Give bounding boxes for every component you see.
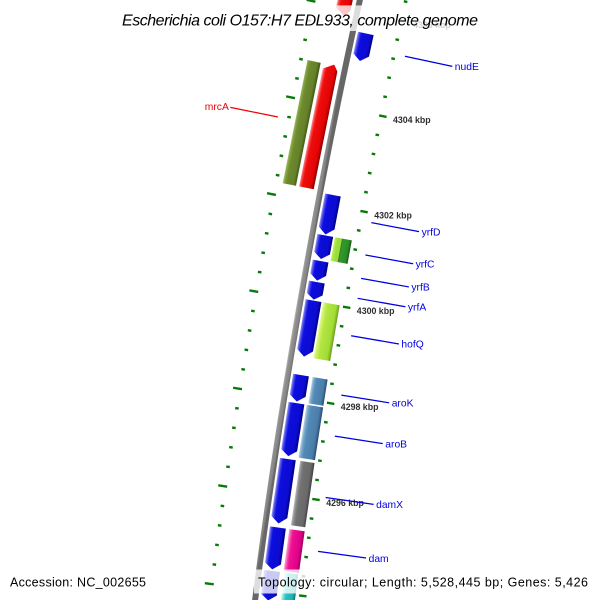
svg-text:4298 kbp: 4298 kbp — [341, 402, 379, 412]
svg-text:aroB: aroB — [385, 439, 407, 450]
svg-text:yrfB: yrfB — [411, 283, 429, 294]
svg-text:4304 kbp: 4304 kbp — [393, 115, 431, 125]
svg-text:nudE: nudE — [455, 62, 479, 73]
svg-text:Escherichia coli O157:H7 EDL93: Escherichia coli O157:H7 EDL933, complet… — [122, 13, 478, 30]
svg-text:4296 kbp: 4296 kbp — [326, 498, 364, 508]
svg-text:Topology: circular; Length: 5,: Topology: circular; Length: 5,528,445 bp… — [258, 576, 588, 590]
svg-text:Accession: NC_002655: Accession: NC_002655 — [10, 576, 146, 590]
svg-text:yrfA: yrfA — [408, 303, 426, 314]
svg-text:aroK: aroK — [392, 399, 414, 410]
svg-text:mrcA: mrcA — [205, 102, 229, 113]
svg-text:4302 kbp: 4302 kbp — [374, 211, 412, 221]
svg-text:damX: damX — [376, 500, 403, 511]
svg-text:yrfD: yrfD — [422, 227, 441, 238]
svg-text:dam: dam — [369, 554, 389, 565]
svg-text:hofQ: hofQ — [401, 340, 423, 351]
svg-text:4300 kbp: 4300 kbp — [357, 306, 395, 316]
svg-text:yrfC: yrfC — [416, 260, 435, 271]
